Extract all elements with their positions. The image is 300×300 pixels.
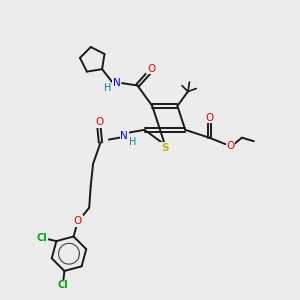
Text: Cl: Cl bbox=[37, 233, 47, 243]
Text: H: H bbox=[129, 137, 136, 147]
Text: N: N bbox=[120, 131, 128, 141]
Text: H: H bbox=[104, 83, 111, 93]
Text: N: N bbox=[113, 78, 121, 88]
Text: S: S bbox=[161, 142, 169, 153]
Text: Cl: Cl bbox=[58, 280, 68, 290]
Text: O: O bbox=[74, 216, 82, 226]
Text: O: O bbox=[226, 141, 235, 151]
Text: O: O bbox=[95, 117, 103, 127]
Text: O: O bbox=[205, 113, 213, 123]
Text: O: O bbox=[147, 64, 155, 74]
